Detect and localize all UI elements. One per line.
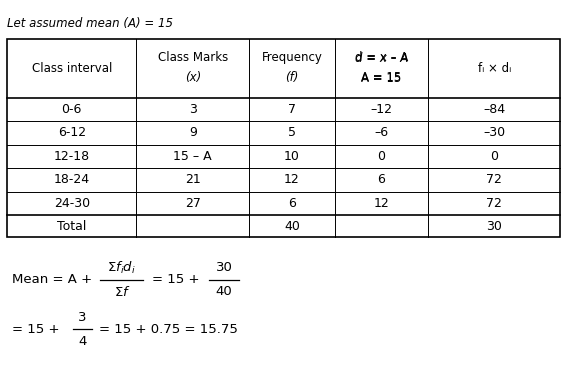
Text: 12: 12 <box>284 173 300 187</box>
Text: 5: 5 <box>288 126 296 139</box>
Text: 6-12: 6-12 <box>58 126 86 139</box>
Text: 24-30: 24-30 <box>54 197 90 210</box>
Text: (f): (f) <box>285 71 299 84</box>
Text: 10: 10 <box>284 150 300 163</box>
Text: Total: Total <box>57 220 86 233</box>
Text: d = x – A: d = x – A <box>355 52 408 66</box>
Text: 30: 30 <box>215 261 232 274</box>
Text: 3: 3 <box>189 103 197 116</box>
Text: 9: 9 <box>189 126 197 139</box>
Text: Mean = A +: Mean = A + <box>12 273 92 286</box>
Text: 30: 30 <box>486 220 502 233</box>
Text: –84: –84 <box>483 103 505 116</box>
Text: 12-18: 12-18 <box>54 150 90 163</box>
Text: –12: –12 <box>370 103 392 116</box>
Text: = 15 +: = 15 + <box>152 273 200 286</box>
Text: –6: –6 <box>374 126 388 139</box>
Text: –30: –30 <box>483 126 505 139</box>
Text: A = 15: A = 15 <box>361 71 401 84</box>
Text: (x): (x) <box>185 71 201 84</box>
Text: d = x – A: d = x – A <box>355 51 408 64</box>
Text: 6: 6 <box>378 173 385 187</box>
Text: Class interval: Class interval <box>32 61 112 75</box>
Text: Let assumed mean (A) = 15: Let assumed mean (A) = 15 <box>7 17 174 29</box>
Text: 0: 0 <box>490 150 498 163</box>
Text: $\Sigma f_i d_i$: $\Sigma f_i d_i$ <box>108 259 136 276</box>
Text: A = 15: A = 15 <box>361 72 401 85</box>
Text: 72: 72 <box>486 197 502 210</box>
Text: 12: 12 <box>374 197 389 210</box>
Text: = 15 + 0.75 = 15.75: = 15 + 0.75 = 15.75 <box>99 323 238 336</box>
Text: = 15 +: = 15 + <box>12 323 60 336</box>
Text: 40: 40 <box>284 220 300 233</box>
Text: 0: 0 <box>377 150 386 163</box>
Text: 72: 72 <box>486 173 502 187</box>
Text: 21: 21 <box>185 173 201 187</box>
Text: 27: 27 <box>185 197 201 210</box>
Text: fᵢ × dᵢ: fᵢ × dᵢ <box>477 61 511 75</box>
Text: 18-24: 18-24 <box>54 173 90 187</box>
Text: 6: 6 <box>288 197 296 210</box>
Text: 40: 40 <box>215 285 232 298</box>
Text: 4: 4 <box>78 335 86 348</box>
Text: 3: 3 <box>78 311 86 324</box>
Text: 0-6: 0-6 <box>62 103 82 116</box>
Text: $\Sigma f$: $\Sigma f$ <box>113 285 130 299</box>
Text: 7: 7 <box>288 103 296 116</box>
Text: 15 – A: 15 – A <box>174 150 212 163</box>
Text: Class Marks: Class Marks <box>158 51 228 64</box>
Text: Frequency: Frequency <box>261 51 323 64</box>
